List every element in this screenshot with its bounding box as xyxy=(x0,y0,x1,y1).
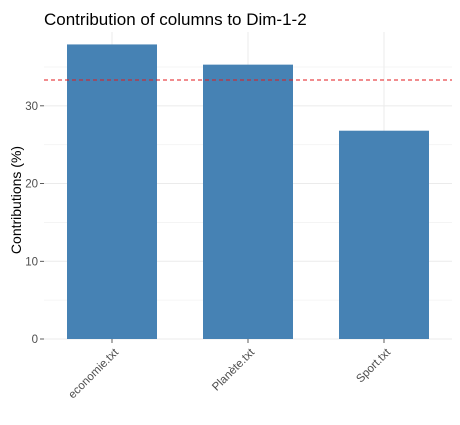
x-tick-label: Planète.txt xyxy=(210,346,257,393)
x-tick-label: economie.txt xyxy=(67,346,122,401)
y-tick-label: 30 xyxy=(25,101,38,113)
bar-sport-txt xyxy=(339,130,429,339)
bars xyxy=(67,44,429,339)
y-tick-label: 0 xyxy=(32,334,38,346)
x-axis-ticks: economie.txt Planète.txt Sport.txt xyxy=(67,339,394,401)
bar-economie-txt xyxy=(67,44,157,339)
y-axis-ticks: 0 10 20 30 xyxy=(25,101,44,346)
chart-title: Contribution of columns to Dim-1-2 xyxy=(44,10,307,29)
bar-plan-te-txt xyxy=(203,64,293,339)
x-tick-label: Sport.txt xyxy=(354,346,393,385)
y-axis-label: Contributions (%) xyxy=(8,146,24,254)
y-tick-label: 10 xyxy=(25,256,38,268)
y-tick-label: 20 xyxy=(25,179,38,191)
